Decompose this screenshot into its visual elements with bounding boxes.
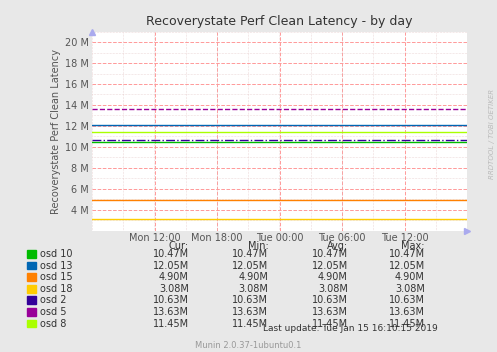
Text: 4.90M: 4.90M: [159, 272, 189, 282]
Text: 12.05M: 12.05M: [232, 260, 268, 271]
Text: osd 5: osd 5: [40, 307, 67, 317]
Text: 11.45M: 11.45M: [312, 319, 348, 329]
Text: osd 15: osd 15: [40, 272, 73, 282]
Text: 4.90M: 4.90M: [395, 272, 425, 282]
Y-axis label: Recoverystate Perf Clean Latency: Recoverystate Perf Clean Latency: [51, 49, 61, 214]
Text: 10.63M: 10.63M: [389, 295, 425, 306]
Text: 12.05M: 12.05M: [312, 260, 348, 271]
Text: RRDTOOL / TOBI OETIKER: RRDTOOL / TOBI OETIKER: [489, 89, 495, 179]
Text: 3.08M: 3.08M: [318, 284, 348, 294]
Text: osd 10: osd 10: [40, 249, 73, 259]
Text: 10.63M: 10.63M: [312, 295, 348, 306]
Text: 10.47M: 10.47M: [153, 249, 189, 259]
Text: 11.45M: 11.45M: [389, 319, 425, 329]
Text: 4.90M: 4.90M: [239, 272, 268, 282]
Text: 10.63M: 10.63M: [153, 295, 189, 306]
Text: 12.05M: 12.05M: [389, 260, 425, 271]
Text: 4.90M: 4.90M: [318, 272, 348, 282]
Text: 3.08M: 3.08M: [159, 284, 189, 294]
Text: Max:: Max:: [402, 241, 425, 251]
Text: Cur:: Cur:: [169, 241, 189, 251]
Text: Munin 2.0.37-1ubuntu0.1: Munin 2.0.37-1ubuntu0.1: [195, 341, 302, 350]
Text: 13.63M: 13.63M: [389, 307, 425, 317]
Text: 11.45M: 11.45M: [153, 319, 189, 329]
Text: Last update: Tue Jan 15 16:10:15 2019: Last update: Tue Jan 15 16:10:15 2019: [262, 324, 437, 333]
Text: 11.45M: 11.45M: [232, 319, 268, 329]
Text: osd 8: osd 8: [40, 319, 67, 329]
Text: 13.63M: 13.63M: [312, 307, 348, 317]
Text: osd 18: osd 18: [40, 284, 73, 294]
Text: 10.47M: 10.47M: [312, 249, 348, 259]
Text: 13.63M: 13.63M: [153, 307, 189, 317]
Text: 10.47M: 10.47M: [389, 249, 425, 259]
Title: Recoverystate Perf Clean Latency - by day: Recoverystate Perf Clean Latency - by da…: [146, 15, 413, 28]
Text: Avg:: Avg:: [327, 241, 348, 251]
Text: 3.08M: 3.08M: [239, 284, 268, 294]
Text: osd 13: osd 13: [40, 260, 73, 271]
Text: 3.08M: 3.08M: [395, 284, 425, 294]
Text: 13.63M: 13.63M: [233, 307, 268, 317]
Text: 10.47M: 10.47M: [232, 249, 268, 259]
Text: osd 2: osd 2: [40, 295, 67, 306]
Text: Min:: Min:: [248, 241, 268, 251]
Text: 10.63M: 10.63M: [233, 295, 268, 306]
Text: 12.05M: 12.05M: [153, 260, 189, 271]
